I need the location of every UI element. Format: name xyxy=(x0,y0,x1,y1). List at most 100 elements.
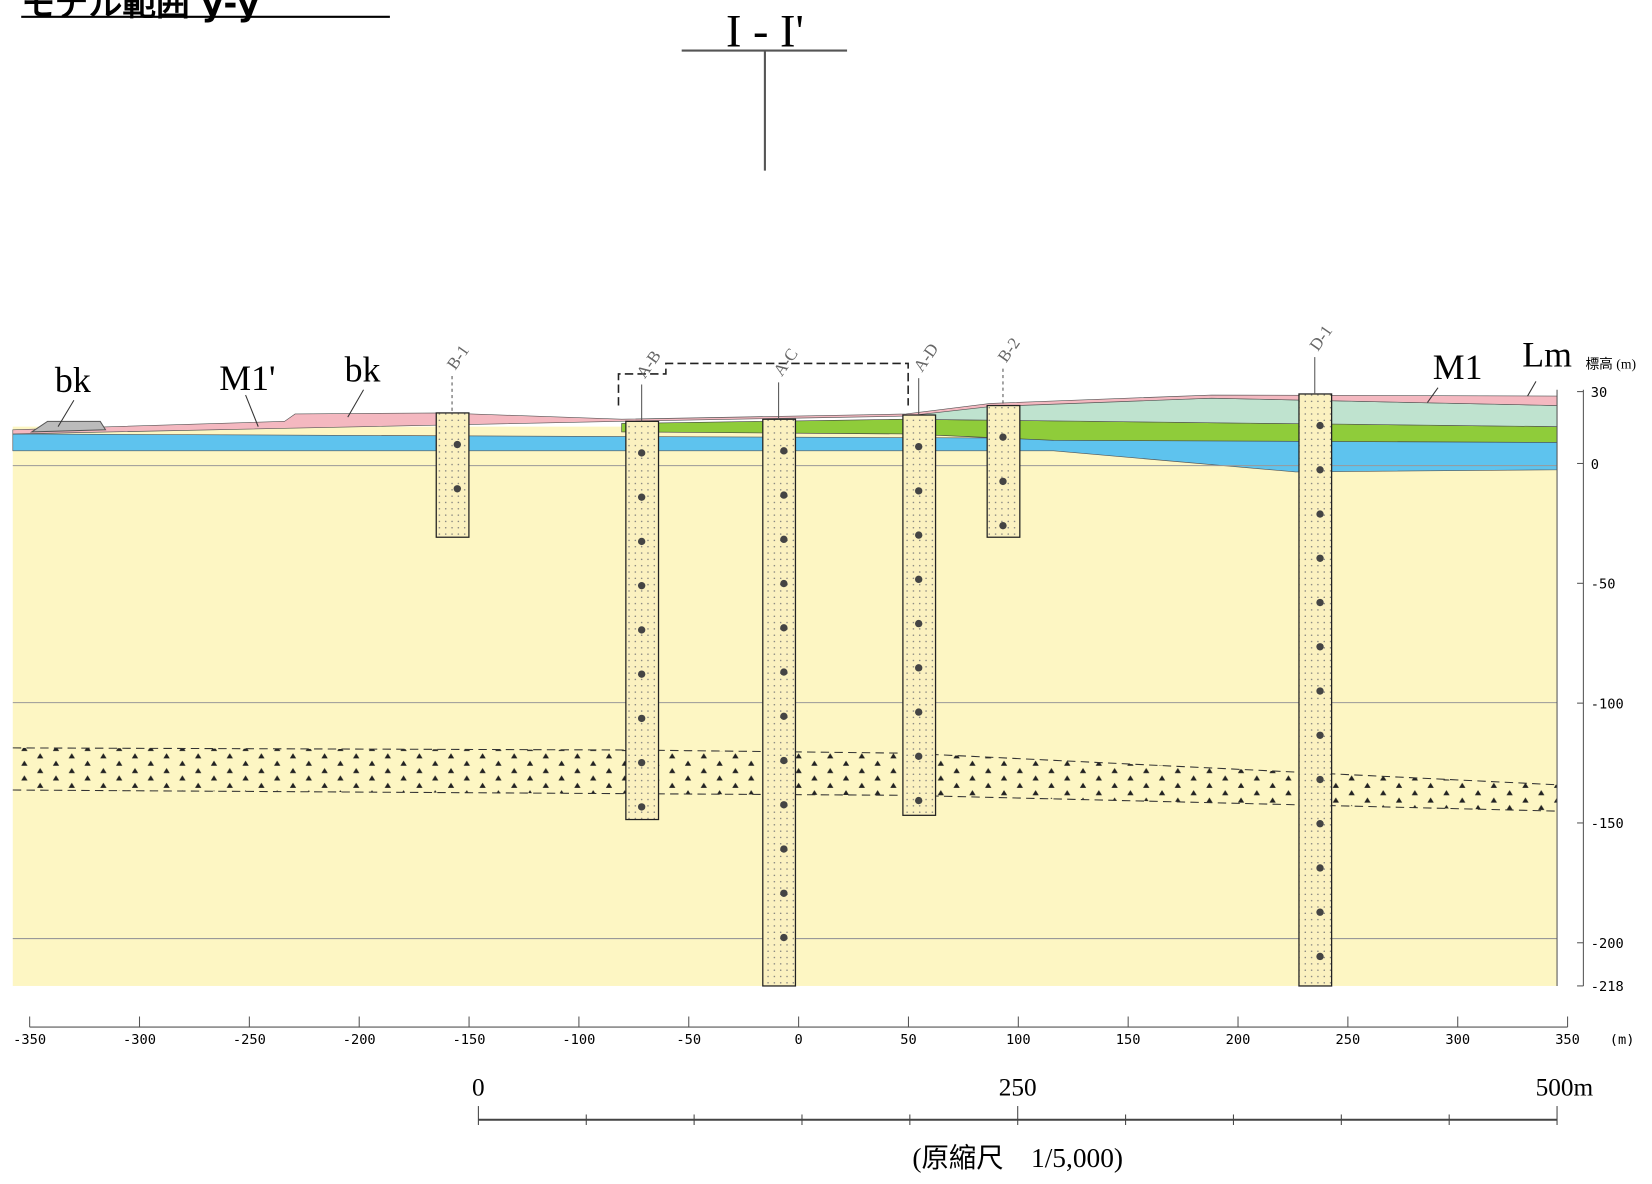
gravel-symbol xyxy=(1316,643,1324,651)
elevation-tick-label: 0 xyxy=(1591,457,1599,473)
distance-tick-label: 200 xyxy=(1226,1032,1251,1048)
distance-tick-label: -100 xyxy=(562,1032,595,1048)
distance-tick-label: 150 xyxy=(1116,1032,1141,1048)
borehole xyxy=(435,412,470,538)
gravel-symbol xyxy=(453,440,462,449)
gravel-symbol xyxy=(780,624,788,632)
borehole-label: A-B xyxy=(633,347,665,382)
scale-note: (原縮尺 1/5,000) xyxy=(912,1143,1123,1173)
gravel-symbol xyxy=(453,485,462,493)
gravel-symbol xyxy=(1316,466,1324,474)
distance-tick-label: 50 xyxy=(900,1032,916,1048)
gravel-symbol xyxy=(999,477,1007,486)
borehole xyxy=(902,414,937,816)
gravel-symbol xyxy=(637,670,646,678)
distance-tick-label: -200 xyxy=(343,1032,376,1048)
elevation-tick-label: -200 xyxy=(1591,936,1624,952)
scale-label: 500m xyxy=(1536,1074,1594,1102)
gravel-symbol xyxy=(915,619,923,628)
distance-tick-label: -150 xyxy=(453,1032,486,1048)
gravel-symbol xyxy=(780,801,788,809)
gravel-symbol xyxy=(1316,598,1324,607)
gravel-symbol xyxy=(637,626,646,634)
gravel-symbol xyxy=(915,664,923,672)
gravel-symbol xyxy=(1316,421,1324,430)
borehole-label: B-1 xyxy=(443,341,473,373)
gravel-symbol xyxy=(915,442,923,451)
gravel-symbol xyxy=(1316,864,1324,872)
gravel-symbol xyxy=(999,433,1007,441)
gravel-symbol xyxy=(1316,687,1324,695)
scale-label: 0 xyxy=(472,1074,485,1102)
gravel-symbol xyxy=(637,803,646,811)
elevation-tick-label: -150 xyxy=(1591,816,1624,832)
gravel-symbol xyxy=(637,493,646,501)
gravel-symbol xyxy=(780,447,788,455)
distance-tick-label: -50 xyxy=(676,1032,701,1048)
unit-label: bk xyxy=(55,360,91,400)
borehole-label: B-2 xyxy=(994,334,1024,366)
borehole xyxy=(1298,393,1333,987)
gravel-symbol xyxy=(637,714,646,723)
distance-tick-label: 0 xyxy=(794,1032,802,1048)
gravel-symbol xyxy=(1316,510,1324,518)
gravel-symbol xyxy=(1316,820,1324,828)
distance-tick-label: -300 xyxy=(123,1032,156,1048)
elevation-tick-label: -100 xyxy=(1591,696,1624,712)
gravel-symbol xyxy=(780,712,788,720)
gravel-symbol xyxy=(1316,554,1324,562)
gravel-symbol xyxy=(915,796,923,805)
borehole xyxy=(986,404,1021,538)
gravel-symbol xyxy=(780,756,788,765)
gravel-symbol xyxy=(637,581,646,590)
gravel-symbol xyxy=(1316,908,1324,916)
elevation-tick-label: -218 xyxy=(1591,979,1624,995)
distance-tick-label: 100 xyxy=(1006,1032,1031,1048)
gravel-symbol xyxy=(1316,731,1324,739)
unit-label: M1' xyxy=(219,358,275,398)
gravel-symbol xyxy=(780,845,788,853)
leader-line xyxy=(1427,387,1439,403)
gravel-symbol xyxy=(999,521,1007,530)
elevation-tick-label: -50 xyxy=(1591,577,1616,593)
leader-line xyxy=(347,389,365,418)
gravel-symbol xyxy=(637,758,646,767)
gravel-symbol xyxy=(780,491,788,499)
gravel-symbol xyxy=(915,752,923,761)
unit-label: bk xyxy=(345,349,381,389)
gravel-symbol xyxy=(780,579,788,588)
gravel-symbol xyxy=(915,575,923,584)
borehole-label: A-D xyxy=(910,340,943,375)
distance-tick-label: 300 xyxy=(1445,1032,1470,1048)
leader-line xyxy=(1527,381,1537,397)
section-label: I - I' xyxy=(726,6,804,57)
unit-label: M1 xyxy=(1433,347,1483,387)
distance-tick-label: 350 xyxy=(1555,1032,1580,1048)
gravel-symbol xyxy=(780,933,788,942)
gravel-symbol xyxy=(1316,775,1324,784)
gravel-symbol xyxy=(915,487,923,495)
leader-line xyxy=(245,394,259,427)
distance-tick-label: -250 xyxy=(233,1032,266,1048)
distance-axis-label: (m) xyxy=(1610,1032,1635,1048)
page-title: モデル範囲 y-y' xyxy=(21,0,269,23)
elevation-axis-label: 標高 (m) xyxy=(1585,356,1636,373)
scale-label: 250 xyxy=(999,1074,1037,1102)
gravel-symbol xyxy=(780,889,788,897)
bk-fill xyxy=(29,420,107,433)
unit-label: Lm xyxy=(1522,335,1572,375)
gravel-symbol xyxy=(637,537,646,546)
borehole-label: D-1 xyxy=(1306,322,1337,354)
gravel-symbol xyxy=(915,531,923,539)
borehole-label: A-C xyxy=(769,345,801,380)
structure-outline xyxy=(617,362,909,406)
elevation-tick-label: 30 xyxy=(1591,385,1607,401)
borehole xyxy=(762,418,797,987)
distance-tick-label: 250 xyxy=(1336,1032,1361,1048)
gravel-symbol xyxy=(780,535,788,544)
leader-line xyxy=(57,400,75,427)
distance-tick-label: -350 xyxy=(13,1032,46,1048)
gravel-symbol xyxy=(637,449,646,457)
gravel-symbol xyxy=(915,708,923,716)
